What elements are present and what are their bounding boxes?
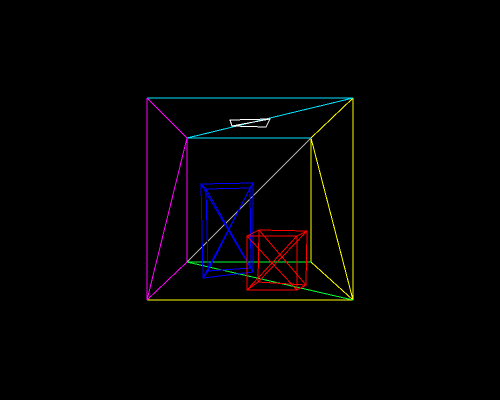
right-wall-floor-edge xyxy=(310,261,354,301)
short-box-diagonal-d xyxy=(246,235,298,291)
room-front-frame xyxy=(146,97,354,301)
left-wall-diagonal xyxy=(146,137,188,301)
light-outline xyxy=(229,118,271,128)
tall-box-diagonal-c xyxy=(205,188,252,269)
short-box-edge-br xyxy=(296,284,307,291)
tall-box[interactable] xyxy=(200,182,254,279)
short-box[interactable] xyxy=(246,229,308,291)
floor-diagonal xyxy=(186,261,354,301)
room-floor xyxy=(186,261,354,301)
right-wall-diagonal xyxy=(310,137,354,301)
ceiling-left-edge xyxy=(146,97,188,139)
room-right-wall xyxy=(310,137,354,301)
left-wall-floor-edge xyxy=(146,261,188,301)
short-box-edge-tr xyxy=(296,230,308,237)
short-box-diagonal-b xyxy=(257,230,308,283)
short-box-edge-tl xyxy=(246,229,260,237)
tall-box-diagonal-a xyxy=(200,183,254,273)
short-box-diagonal-a xyxy=(258,229,307,286)
light-diagonal xyxy=(231,118,271,127)
room-ceiling xyxy=(146,97,354,139)
room-left-wall xyxy=(146,137,188,301)
ceiling-light[interactable] xyxy=(229,118,271,128)
tall-box-diagonal-d xyxy=(207,187,251,272)
ceiling-diagonal xyxy=(186,97,354,139)
ceiling-right-edge xyxy=(310,97,354,139)
